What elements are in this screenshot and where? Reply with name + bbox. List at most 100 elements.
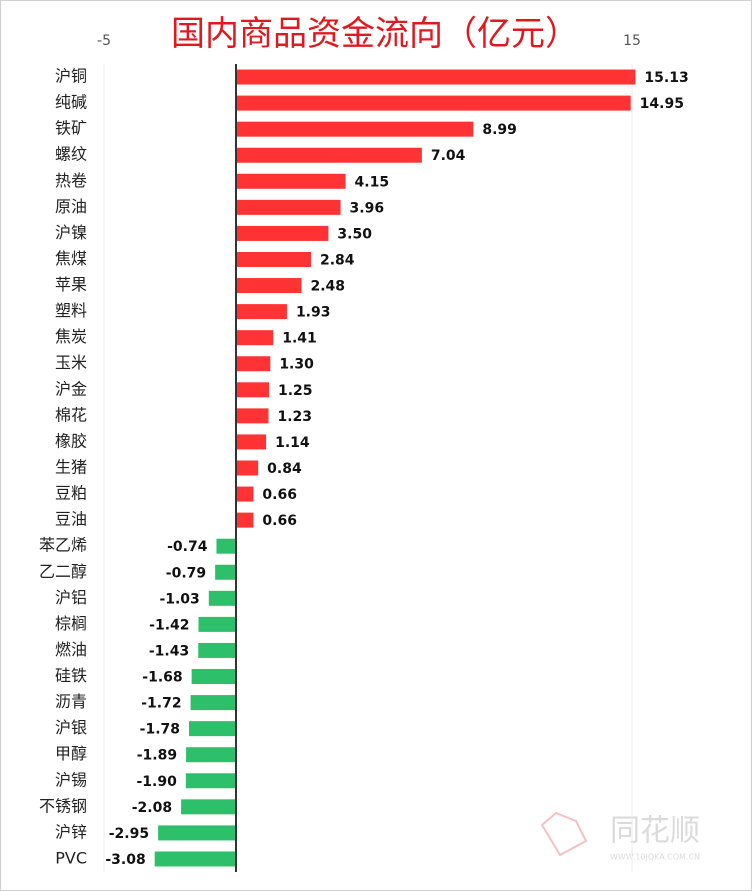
bar	[236, 225, 329, 241]
bar	[236, 460, 259, 476]
y-tick-label: 焦煤	[55, 249, 87, 268]
value-label: 1.23	[277, 409, 312, 425]
value-label: -3.08	[105, 852, 145, 868]
watermark-url: WWW.10JQKA.COM.CN	[610, 853, 700, 862]
y-tick-label: 苯乙烯	[39, 536, 87, 555]
bar	[236, 512, 254, 528]
value-label: -1.43	[149, 643, 189, 659]
value-label: -0.79	[166, 565, 206, 581]
y-tick-label: 生猪	[55, 458, 87, 477]
y-tick-label: 豆油	[55, 510, 87, 529]
y-tick-label: 原油	[55, 197, 87, 216]
y-tick-label: 燃油	[55, 640, 87, 659]
y-tick-label: 纯碱	[55, 93, 87, 112]
bar	[236, 356, 271, 372]
value-label: 4.15	[355, 174, 390, 190]
value-label: 15.13	[644, 70, 688, 86]
bar	[236, 330, 274, 346]
value-label: -1.03	[159, 591, 199, 607]
y-tick-label: 橡胶	[55, 431, 87, 450]
value-label: 3.96	[350, 200, 385, 216]
y-tick-label: 焦炭	[55, 327, 87, 346]
value-label: 7.04	[431, 148, 466, 164]
value-label: 1.93	[296, 305, 331, 321]
bar	[236, 199, 341, 215]
chart-title: 国内商品资金流向（亿元）	[171, 15, 579, 53]
value-label: -2.95	[109, 826, 149, 842]
bar	[215, 564, 236, 580]
value-label: 8.99	[482, 122, 517, 138]
y-tick-label: 沪锡	[55, 770, 87, 789]
watermark: 同花顺 WWW.10JQKA.COM.CN	[540, 811, 700, 862]
logo-icon	[540, 811, 588, 857]
bar	[236, 121, 474, 137]
y-tick-label: 铁矿	[55, 119, 87, 138]
bar	[236, 486, 254, 502]
bar	[236, 434, 267, 450]
y-tick-label: 螺纹	[55, 145, 87, 164]
y-tick-label: 沪铝	[55, 588, 87, 607]
y-tick-label: 苹果	[55, 275, 87, 294]
watermark-brand: 同花顺	[610, 814, 700, 849]
bar	[208, 590, 236, 606]
bar	[216, 538, 236, 554]
bar	[236, 408, 269, 424]
bar	[236, 251, 311, 267]
y-tick-label: 棕榈	[55, 614, 87, 633]
bar	[236, 173, 346, 189]
x-tick-label: 15	[623, 33, 641, 49]
bar	[185, 773, 236, 789]
value-label: 1.25	[278, 383, 313, 399]
value-label: -0.74	[167, 539, 208, 555]
value-label: 0.66	[262, 513, 297, 529]
value-label: 1.14	[275, 435, 310, 451]
y-tick-label: 沥青	[55, 692, 87, 711]
value-label: -1.68	[142, 670, 182, 686]
y-tick-label: 沪锌	[55, 822, 87, 841]
bar	[181, 799, 236, 815]
value-label: 0.66	[262, 487, 297, 503]
bar	[236, 304, 287, 320]
bar	[154, 851, 236, 867]
value-label: 2.48	[310, 279, 345, 295]
y-tick-label: 沪镍	[55, 223, 87, 242]
value-label: 2.84	[320, 252, 355, 268]
bar	[158, 825, 236, 841]
value-label: -1.42	[149, 617, 189, 633]
y-tick-label: 硅铁	[55, 666, 87, 685]
value-label: -1.89	[137, 748, 177, 764]
y-tick-label: 豆粕	[55, 484, 87, 503]
bar	[189, 721, 236, 737]
bar	[236, 147, 422, 163]
y-tick-label: 不锈钢	[39, 796, 87, 815]
value-label: 0.84	[267, 461, 302, 477]
y-tick-label: 热卷	[55, 171, 87, 190]
bar	[236, 69, 636, 85]
value-label: 3.50	[337, 226, 372, 242]
x-tick-label: -5	[97, 33, 111, 49]
bar	[190, 695, 236, 711]
bar	[191, 669, 236, 685]
value-label: 1.41	[282, 331, 317, 347]
y-tick-label: 棉花	[55, 405, 87, 424]
y-tick-label: 沪银	[55, 718, 87, 737]
y-tick-label: PVC	[55, 848, 87, 867]
y-tick-label: 乙二醇	[39, 562, 87, 581]
bar	[186, 747, 236, 763]
y-tick-label: 沪金	[55, 379, 87, 398]
bar	[236, 382, 269, 398]
y-tick-label: 沪铜	[55, 67, 87, 86]
bar	[198, 642, 236, 658]
value-label: -1.90	[136, 774, 177, 790]
value-label: 1.30	[279, 357, 314, 373]
bar	[198, 616, 236, 632]
bar	[236, 95, 631, 111]
y-tick-label: 玉米	[55, 353, 87, 372]
y-tick-label: 甲醇	[55, 744, 87, 763]
value-label: -2.08	[132, 800, 172, 816]
value-label: -1.72	[141, 696, 181, 712]
bar	[236, 278, 302, 294]
value-label: -1.78	[140, 722, 180, 738]
